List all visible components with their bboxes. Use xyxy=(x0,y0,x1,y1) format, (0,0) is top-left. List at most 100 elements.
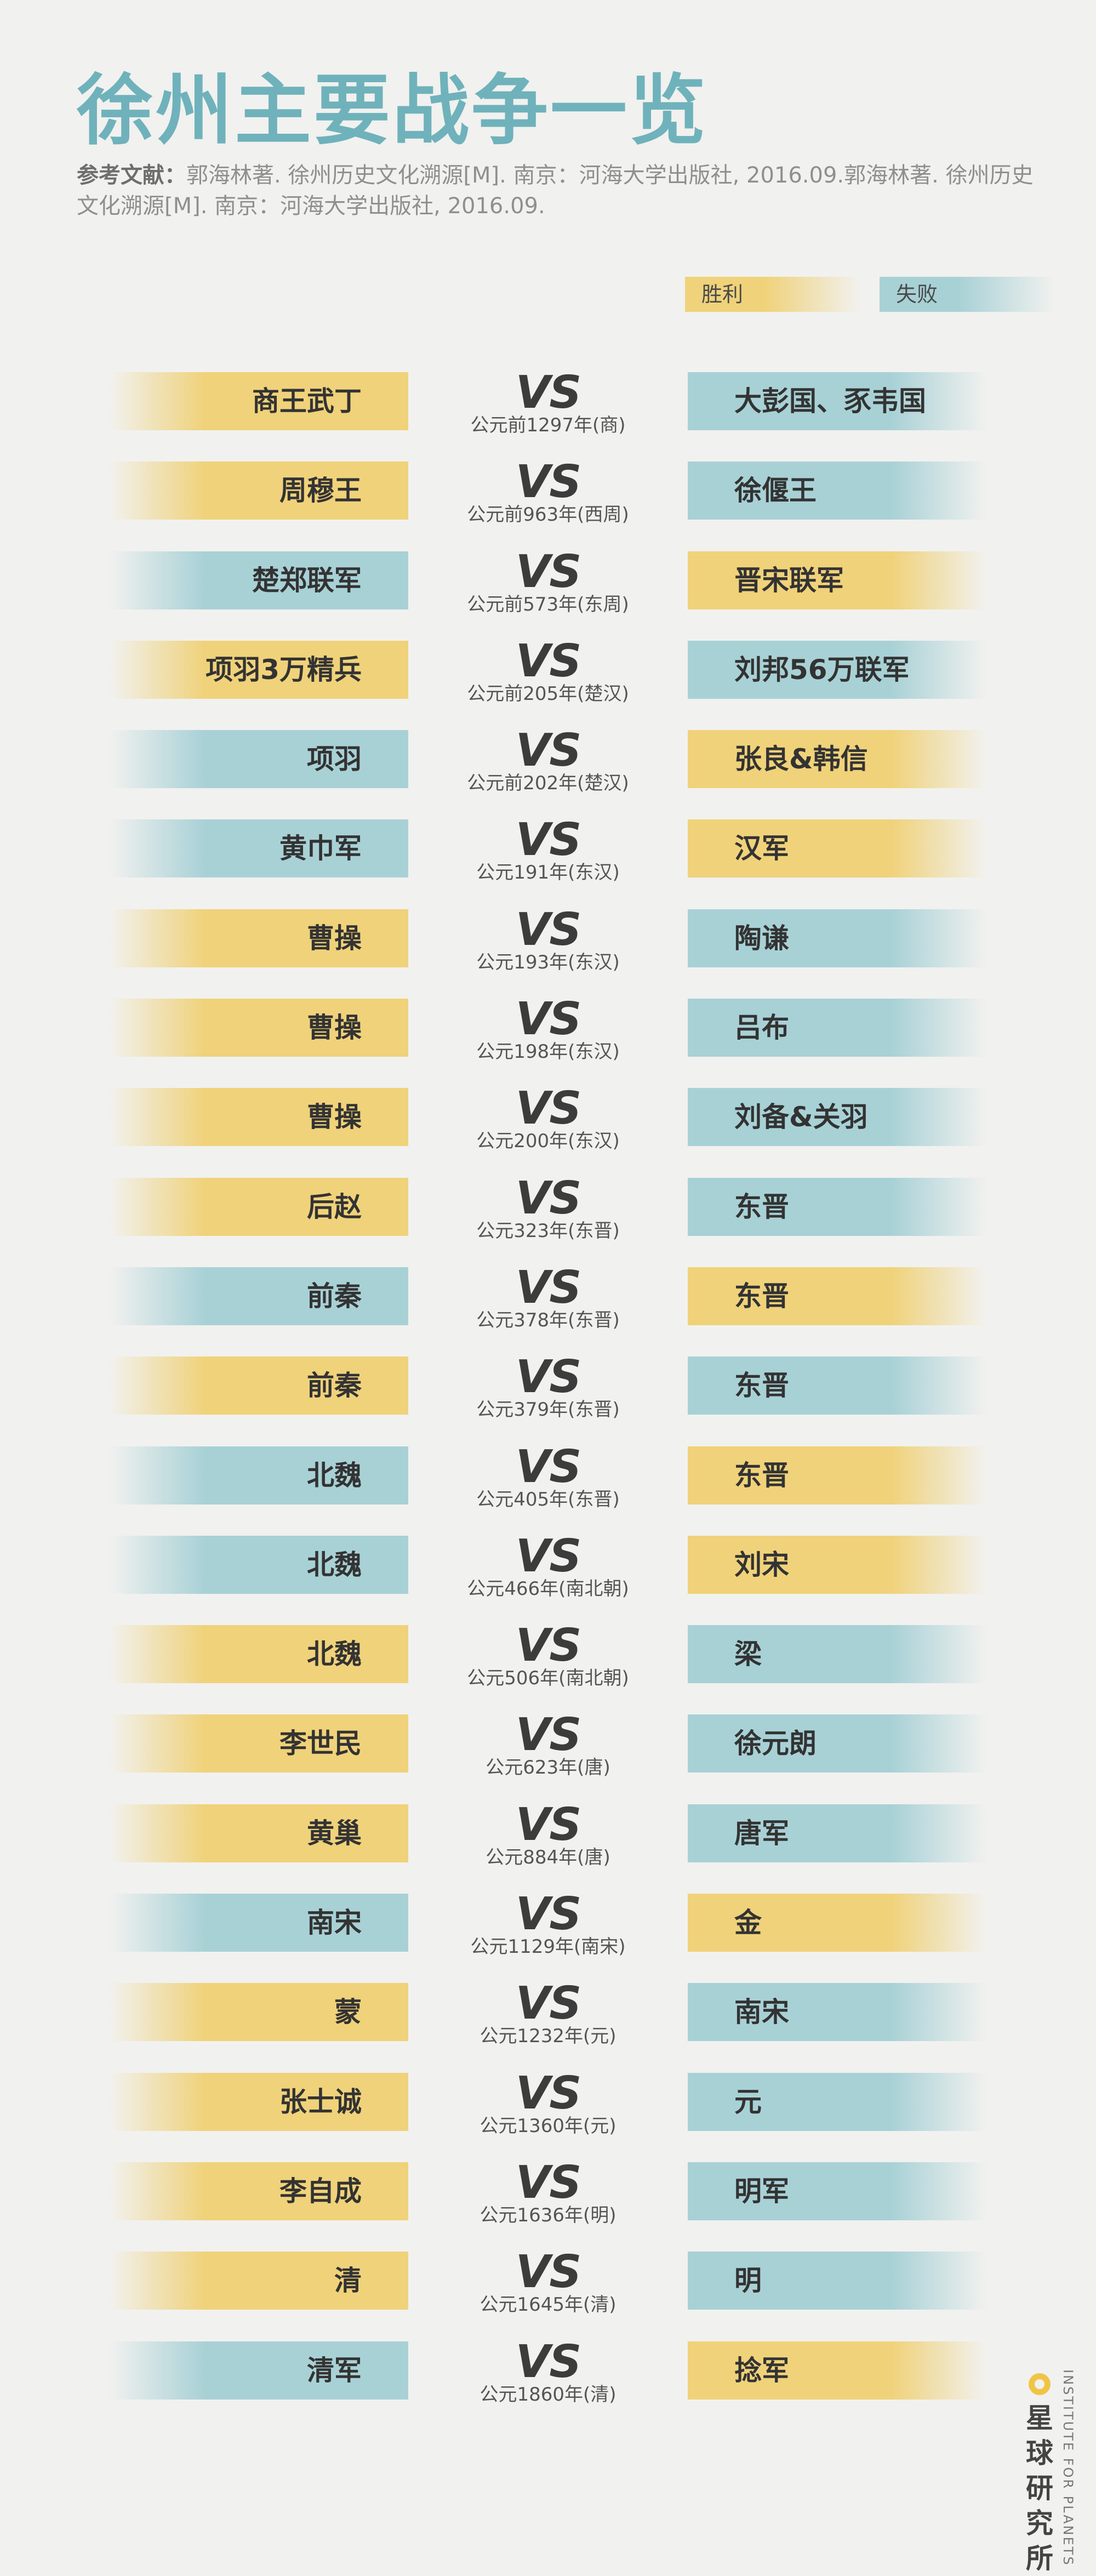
left-party-bar: 项羽3万精兵 xyxy=(110,640,408,699)
left-party-bar: 周穆王 xyxy=(110,461,408,520)
left-party-name: 周穆王 xyxy=(279,475,362,507)
vs-label: VS xyxy=(515,1530,582,1582)
battle-row: 清 VS 公元1645年(清) 明 xyxy=(0,2249,1096,2338)
left-party-name: 李自成 xyxy=(279,2175,362,2207)
legend-lose-label: 失败 xyxy=(896,282,938,306)
battle-date: 公元200年(东汉) xyxy=(476,1130,620,1153)
battle-row: 曹操 VS 公元193年(东汉) 陶谦 xyxy=(0,907,1096,996)
left-party-bar: 清 xyxy=(110,2252,408,2310)
battle-row: 后赵 VS 公元323年(东晋) 东晋 xyxy=(0,1175,1096,1264)
right-party-bar: 明军 xyxy=(688,2162,986,2220)
right-party-name: 明军 xyxy=(734,2175,789,2207)
vs-label: VS xyxy=(515,1798,582,1851)
battle-row: 黄巢 VS 公元884年(唐) 唐军 xyxy=(0,1802,1096,1891)
left-party-bar: 项羽 xyxy=(110,730,408,789)
planet-ring-icon xyxy=(1029,2373,1051,2395)
left-party-name: 南宋 xyxy=(307,1907,362,1939)
legend-win-label: 胜利 xyxy=(701,282,744,306)
left-party-name: 后赵 xyxy=(307,1190,362,1223)
battle-row: 项羽3万精兵 VS 公元前205年(楚汉) 刘邦56万联军 xyxy=(0,638,1096,727)
left-party-bar: 曹操 xyxy=(110,909,408,967)
battle-date: 公元1860年(清) xyxy=(480,2383,616,2406)
battle-date: 公元前573年(东周) xyxy=(467,593,629,615)
battle-date: 公元506年(南北朝) xyxy=(467,1667,629,1690)
right-party-bar: 刘宋 xyxy=(688,1535,986,1594)
left-party-name: 李世民 xyxy=(279,1728,362,1760)
right-party-bar: 晋宋联军 xyxy=(688,551,986,609)
left-party-bar: 李世民 xyxy=(110,1714,408,1773)
battle-date: 公元前963年(西周) xyxy=(467,504,629,526)
right-party-bar: 汉军 xyxy=(688,819,986,878)
right-party-bar: 捻军 xyxy=(688,2341,986,2400)
right-party-bar: 刘邦56万联军 xyxy=(688,640,986,699)
right-party-name: 晋宋联军 xyxy=(734,564,844,596)
left-party-bar: 曹操 xyxy=(110,1088,408,1147)
brand-name: 星球研究所 xyxy=(1026,2402,1053,2574)
right-party-name: 徐偃王 xyxy=(734,475,817,507)
battle-row: 北魏 VS 公元466年(南北朝) 刘宋 xyxy=(0,1533,1096,1622)
vs-label: VS xyxy=(515,1977,582,2030)
vs-label: VS xyxy=(515,456,582,509)
left-party-name: 北魏 xyxy=(307,1638,362,1671)
battle-date: 公元323年(东晋) xyxy=(476,1219,620,1242)
right-party-name: 徐元朗 xyxy=(734,1728,817,1760)
right-party-name: 陶谦 xyxy=(734,922,789,954)
vs-label: VS xyxy=(515,635,582,687)
battle-date: 公元378年(东晋) xyxy=(476,1309,620,1331)
vs-label: VS xyxy=(515,814,582,867)
legend-win: 胜利 xyxy=(685,277,860,312)
battle-row: 前秦 VS 公元378年(东晋) 东晋 xyxy=(0,1264,1096,1354)
right-party-name: 大彭国、豕韦国 xyxy=(734,385,926,417)
left-party-name: 项羽 xyxy=(307,743,362,776)
right-party-name: 东晋 xyxy=(734,1370,789,1402)
battle-row: 曹操 VS 公元198年(东汉) 吕布 xyxy=(0,996,1096,1085)
vs-label: VS xyxy=(515,1440,582,1493)
battle-date: 公元379年(东晋) xyxy=(476,1399,620,1421)
battle-row: 曹操 VS 公元200年(东汉) 刘备&关羽 xyxy=(0,1085,1096,1175)
battle-date: 公元1232年(元) xyxy=(480,2025,616,2048)
battle-row: 项羽 VS 公元前202年(楚汉) 张良&韩信 xyxy=(0,727,1096,817)
left-party-bar: 北魏 xyxy=(110,1535,408,1594)
brand-english: INSTITUTE FOR PLANETS xyxy=(1060,2369,1076,2567)
vs-label: VS xyxy=(515,1620,582,1672)
left-party-name: 张士诚 xyxy=(279,2085,362,2118)
left-party-name: 清军 xyxy=(307,2354,362,2386)
left-party-name: 前秦 xyxy=(307,1280,362,1312)
left-party-bar: 曹操 xyxy=(110,999,408,1057)
left-party-name: 北魏 xyxy=(307,1548,362,1581)
battle-date: 公元1129年(南宋) xyxy=(470,1936,626,1958)
left-party-name: 曹操 xyxy=(307,1101,362,1133)
vs-label: VS xyxy=(515,903,582,956)
right-party-bar: 南宋 xyxy=(688,1983,986,2042)
vs-label: VS xyxy=(515,725,582,777)
left-party-name: 北魏 xyxy=(307,1459,362,1491)
left-party-name: 曹操 xyxy=(307,922,362,954)
left-party-name: 黄巢 xyxy=(307,1817,362,1849)
battle-list: 商王武丁 VS 公元前1297年(商) 大彭国、豕韦国 周穆王 VS 公元前963年(西周)… xyxy=(0,369,1096,2428)
left-party-bar: 黄巢 xyxy=(110,1804,408,1862)
legend-lose: 失败 xyxy=(880,277,1055,312)
right-party-name: 刘宋 xyxy=(734,1548,789,1581)
left-party-bar: 李自成 xyxy=(110,2162,408,2220)
battle-date: 公元前202年(楚汉) xyxy=(467,772,629,795)
left-party-bar: 清军 xyxy=(110,2341,408,2400)
battle-date: 公元466年(南北朝) xyxy=(467,1577,629,1600)
page-title: 徐州主要战争一览 xyxy=(77,66,709,156)
right-party-name: 元 xyxy=(734,2085,762,2118)
battle-date: 公元1636年(明) xyxy=(480,2204,616,2226)
vs-label: VS xyxy=(515,993,582,1046)
battle-row: 前秦 VS 公元379年(东晋) 东晋 xyxy=(0,1354,1096,1443)
vs-label: VS xyxy=(515,1709,582,1762)
right-party-name: 梁 xyxy=(734,1638,762,1671)
vs-label: VS xyxy=(515,2335,582,2388)
battle-row: 周穆王 VS 公元前963年(西周) 徐偃王 xyxy=(0,459,1096,548)
left-party-name: 黄巾军 xyxy=(279,833,362,865)
right-party-name: 东晋 xyxy=(734,1280,789,1312)
battle-date: 公元193年(东汉) xyxy=(476,951,620,973)
right-party-name: 刘邦56万联军 xyxy=(734,653,910,686)
left-party-bar: 后赵 xyxy=(110,1177,408,1236)
right-party-name: 捻军 xyxy=(734,2354,789,2386)
right-party-name: 东晋 xyxy=(734,1459,789,1491)
battle-row: 北魏 VS 公元506年(南北朝) 梁 xyxy=(0,1622,1096,1712)
right-party-bar: 明 xyxy=(688,2252,986,2310)
